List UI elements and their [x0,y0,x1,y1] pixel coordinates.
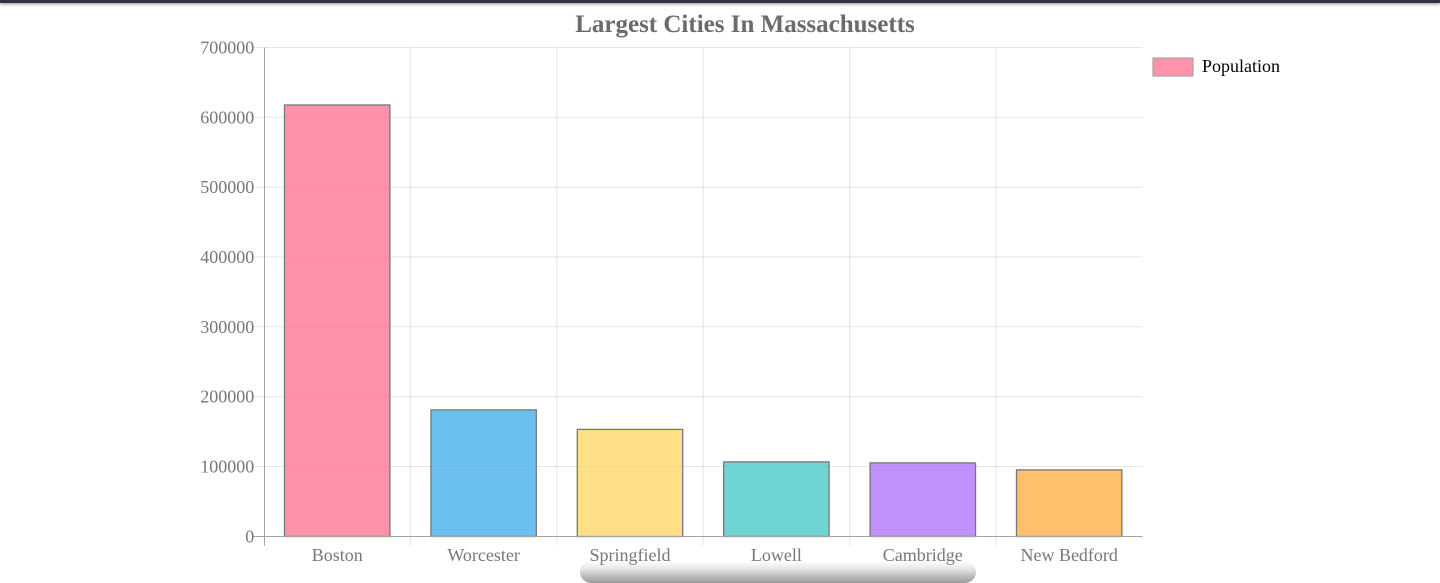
svg-text:0: 0 [245,526,254,546]
svg-text:Population: Population [1202,56,1280,76]
svg-text:Boston: Boston [312,545,363,565]
svg-text:New Bedford: New Bedford [1020,545,1117,565]
svg-text:300000: 300000 [200,317,254,337]
svg-text:Springfield: Springfield [590,545,671,565]
svg-text:Cambridge: Cambridge [883,545,963,565]
svg-text:600000: 600000 [200,107,254,127]
svg-text:Worcester: Worcester [447,545,520,565]
svg-text:700000: 700000 [200,38,254,58]
svg-text:500000: 500000 [200,177,254,197]
svg-text:400000: 400000 [200,247,254,267]
svg-text:Largest Cities In Massachusett: Largest Cities In Massachusetts [575,11,915,38]
svg-text:200000: 200000 [200,387,254,407]
svg-text:100000: 100000 [200,457,254,477]
svg-text:Lowell: Lowell [751,545,802,565]
